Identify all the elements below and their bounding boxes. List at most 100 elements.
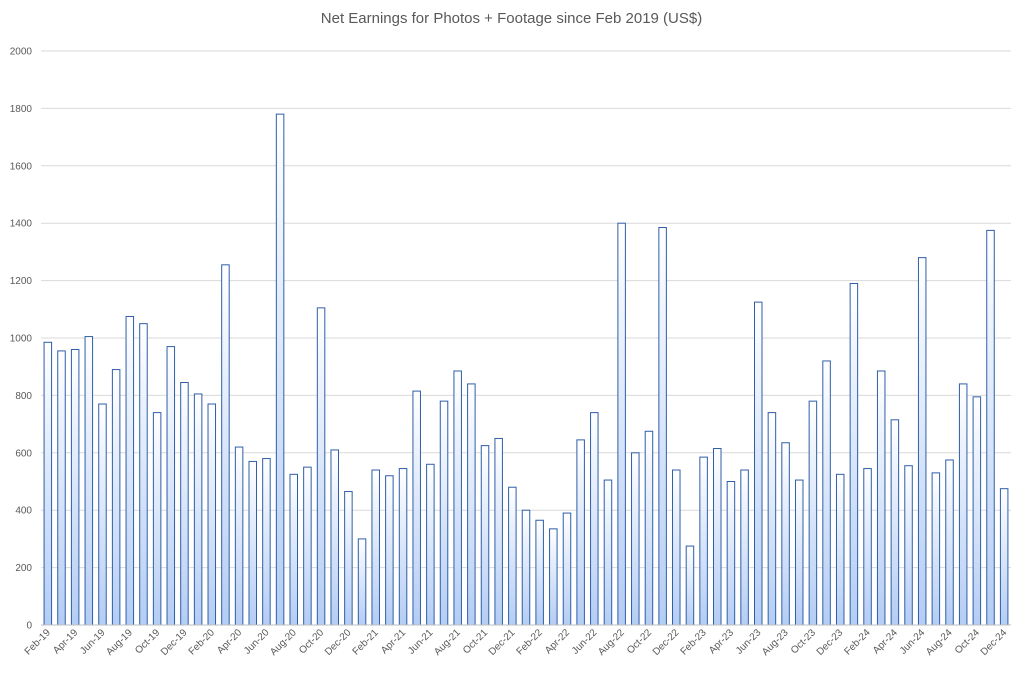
bar-Feb-23 [699,456,708,626]
x-tick-label: Oct-23 [789,627,818,656]
x-tick-label: Oct-19 [133,627,162,656]
bar-Feb-19 [43,341,53,626]
x-tick-label: Feb-19 [23,627,53,657]
bar-Aug-21 [453,370,462,626]
bar-Nov-21 [494,437,503,626]
bar-Oct-21 [480,445,490,626]
bar-Nov-23 [822,360,831,626]
x-tick-label: Apr-21 [379,627,408,656]
bar-Mar-24 [876,370,886,626]
bar-Nov-24 [986,229,995,626]
bar-Dec-24 [999,488,1009,626]
bar-Oct-19 [152,412,162,626]
bar-Mar-21 [385,475,394,626]
x-tick-label: Jun-22 [570,627,600,657]
x-tick-label: Feb-21 [351,627,381,657]
bar-Sep-19 [139,323,148,626]
bar-Jul-19 [111,369,121,626]
bar-Jun-22 [590,412,599,626]
y-tick-label: 1200 [10,276,33,287]
x-tick-label: Apr-23 [707,627,736,656]
x-tick-label: Apr-24 [871,627,900,656]
bar-Aug-24 [945,459,954,626]
bar-Jul-23 [767,412,777,626]
x-tick-label: Dec-24 [979,627,1010,658]
y-tick-label: 1800 [10,104,33,115]
x-tick-label: Apr-20 [215,627,244,656]
bar-Nov-19 [166,346,176,626]
y-tick-label: 1000 [10,334,33,345]
bar-Jun-23 [754,301,763,626]
bar-Sep-21 [467,383,476,626]
x-tick-label: Dec-19 [159,627,190,658]
bar-Jul-21 [439,400,449,626]
bar-Apr-22 [562,512,572,626]
x-tick-label: Aug-22 [596,627,627,658]
x-tick-label: Apr-22 [543,627,572,656]
bars [43,113,1009,626]
bar-Jan-21 [357,538,367,626]
bar-Dec-21 [508,486,517,626]
x-tick-label: Oct-21 [461,627,490,656]
y-tick-label: 1600 [10,161,33,172]
x-tick-label: Aug-21 [432,627,463,658]
x-tick-label: Dec-21 [487,627,518,658]
bar-Sep-20 [303,466,312,626]
x-tick-label: Apr-19 [51,627,80,656]
bar-Mar-20 [221,264,230,626]
bar-May-24 [904,465,913,626]
bar-Mar-19 [57,350,66,626]
x-axis-ticks: Feb-19Apr-19Jun-19Aug-19Oct-19Dec-19Feb-… [23,627,1010,658]
bar-Dec-20 [344,491,353,626]
bar-Aug-22 [617,222,626,626]
x-tick-label: Aug-19 [104,627,135,658]
x-tick-label: Oct-22 [625,627,654,656]
bar-Dec-19 [180,381,189,626]
x-tick-label: Dec-22 [651,627,682,658]
bar-May-22 [576,439,585,626]
bar-Jun-24 [917,257,927,626]
bar-Oct-22 [644,430,654,626]
y-tick-label: 800 [15,391,32,402]
bar-Jan-20 [193,393,203,626]
bar-Jan-24 [849,282,859,626]
bar-Feb-24 [863,468,872,626]
bar-Jun-21 [426,463,435,626]
bar-Jun-20 [262,458,271,626]
bar-Jun-19 [98,403,107,626]
bar-Jan-22 [521,509,531,626]
bar-Feb-21 [371,469,380,626]
bar-Aug-19 [125,315,135,626]
bar-May-20 [248,460,258,626]
bar-Jul-24 [931,472,941,626]
x-tick-label: Oct-20 [297,627,326,656]
bar-Apr-20 [234,446,244,626]
bar-Oct-24 [972,396,982,626]
y-tick-label: 400 [15,506,32,517]
x-tick-label: Dec-20 [323,627,354,658]
bar-Jan-23 [685,545,695,626]
bar-Oct-20 [316,307,326,626]
bar-Jul-20 [275,113,285,626]
x-tick-label: Feb-20 [187,627,217,657]
bar-Apr-23 [726,481,736,626]
bar-Feb-22 [535,519,544,626]
x-tick-label: Jun-19 [78,627,108,657]
bar-Sep-24 [958,383,968,626]
bar-Apr-24 [890,419,900,626]
bar-Oct-23 [808,400,818,626]
bar-Mar-23 [713,448,722,626]
x-tick-label: Feb-22 [515,627,545,657]
x-tick-label: Jun-23 [734,627,764,657]
bar-Apr-19 [70,348,80,626]
x-tick-label: Feb-24 [842,627,872,657]
bar-Dec-23 [835,473,845,626]
x-tick-label: Feb-23 [679,627,709,657]
bar-Dec-22 [672,469,681,626]
bar-May-19 [84,336,94,626]
bar-Aug-20 [289,473,298,626]
bar-Jul-22 [603,479,613,626]
bar-Nov-20 [330,449,339,626]
